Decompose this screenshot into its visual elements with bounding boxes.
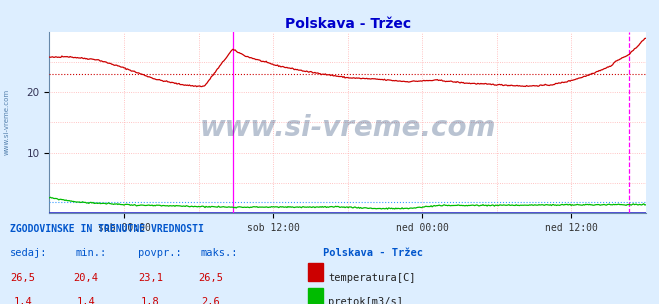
Text: pretok[m3/s]: pretok[m3/s] — [328, 297, 403, 304]
Text: 1,8: 1,8 — [141, 297, 159, 304]
Text: temperatura[C]: temperatura[C] — [328, 273, 416, 283]
Text: 1,4: 1,4 — [14, 297, 32, 304]
Text: 1,4: 1,4 — [76, 297, 95, 304]
Title: Polskava - Tržec: Polskava - Tržec — [285, 17, 411, 31]
Text: povpr.:: povpr.: — [138, 248, 182, 258]
Bar — [308, 263, 323, 281]
Text: www.si-vreme.com: www.si-vreme.com — [200, 114, 496, 142]
Text: 26,5: 26,5 — [11, 273, 36, 283]
Text: 2,6: 2,6 — [202, 297, 220, 304]
Bar — [308, 288, 323, 304]
Text: 20,4: 20,4 — [73, 273, 98, 283]
Text: 26,5: 26,5 — [198, 273, 223, 283]
Text: Polskava - Tržec: Polskava - Tržec — [323, 248, 423, 258]
Text: www.si-vreme.com: www.si-vreme.com — [3, 88, 10, 155]
Text: ZGODOVINSKE IN TRENUTNE VREDNOSTI: ZGODOVINSKE IN TRENUTNE VREDNOSTI — [10, 224, 204, 234]
Text: 23,1: 23,1 — [138, 273, 163, 283]
Text: maks.:: maks.: — [201, 248, 239, 258]
Text: sedaj:: sedaj: — [10, 248, 47, 258]
Text: min.:: min.: — [76, 248, 107, 258]
